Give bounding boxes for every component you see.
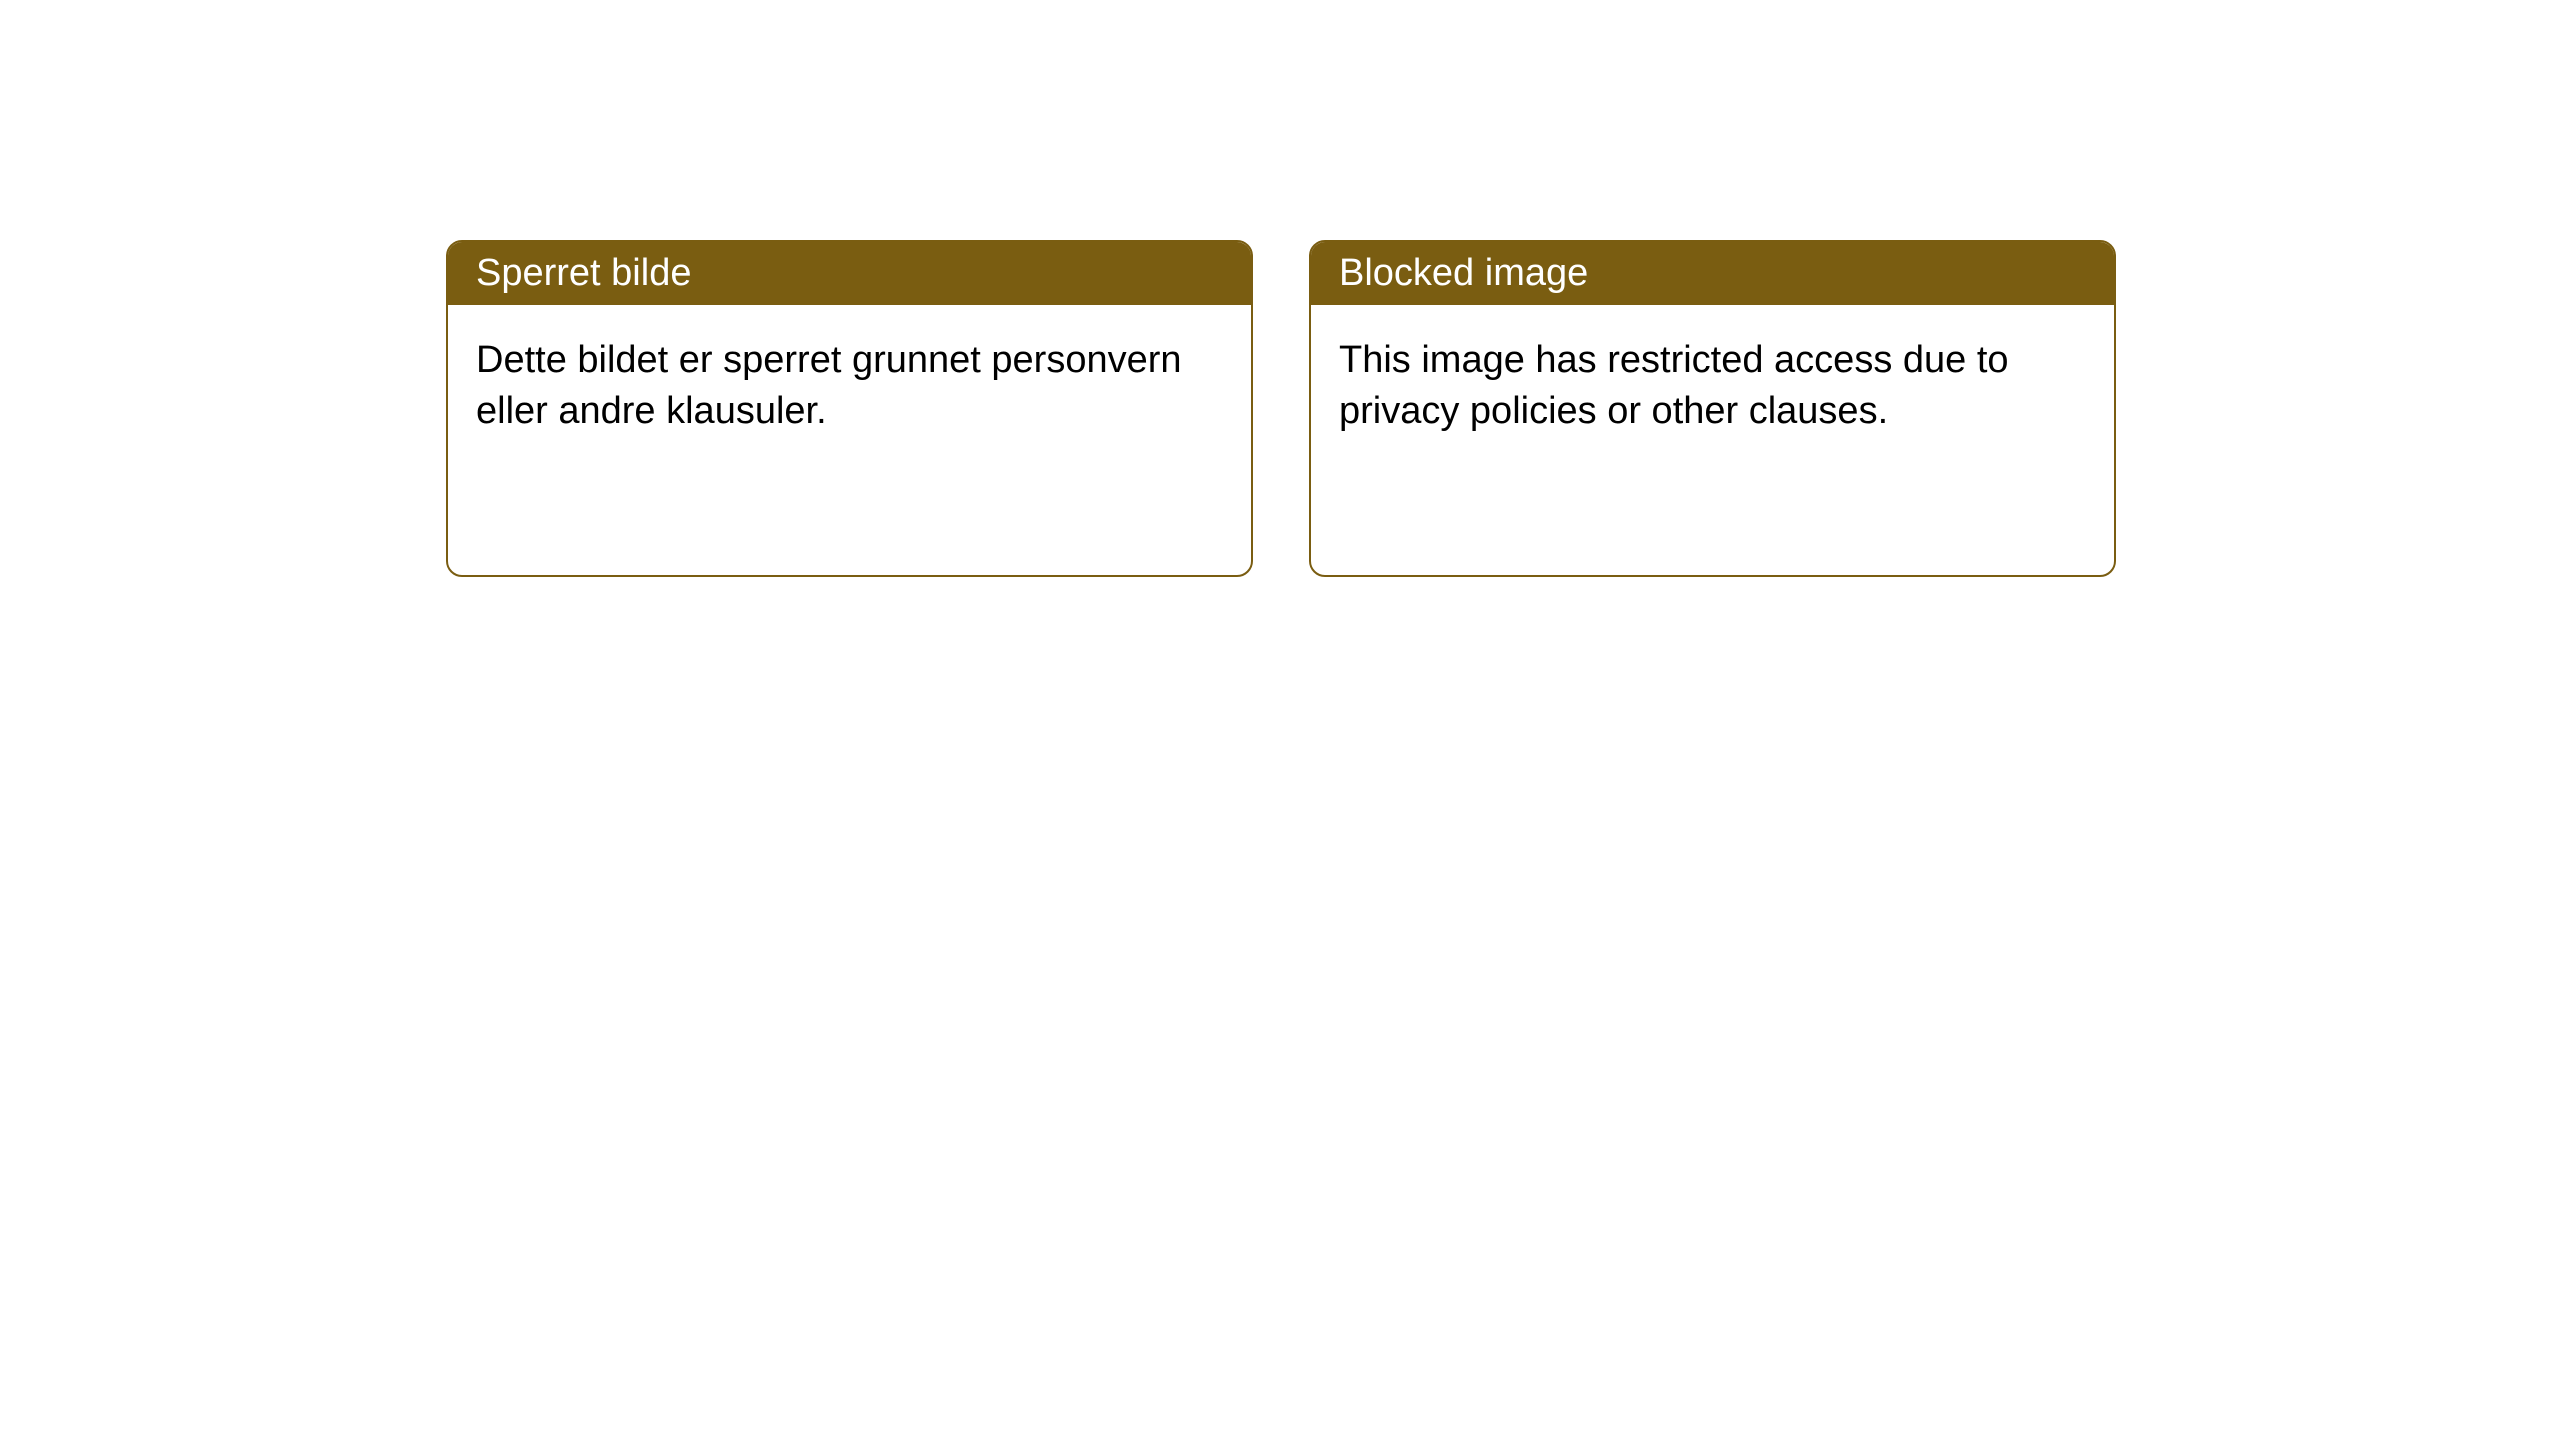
- notice-text-norwegian: Dette bildet er sperret grunnet personve…: [476, 339, 1182, 432]
- notice-body-english: This image has restricted access due to …: [1311, 305, 2114, 575]
- notice-title-english: Blocked image: [1339, 252, 1588, 294]
- notice-text-english: This image has restricted access due to …: [1339, 339, 2009, 432]
- notice-card-english: Blocked image This image has restricted …: [1309, 240, 2116, 577]
- notice-header-norwegian: Sperret bilde: [448, 242, 1251, 305]
- notice-title-norwegian: Sperret bilde: [476, 252, 691, 294]
- notice-card-norwegian: Sperret bilde Dette bildet er sperret gr…: [446, 240, 1253, 577]
- notice-container: Sperret bilde Dette bildet er sperret gr…: [0, 0, 2560, 577]
- notice-body-norwegian: Dette bildet er sperret grunnet personve…: [448, 305, 1251, 575]
- notice-header-english: Blocked image: [1311, 242, 2114, 305]
